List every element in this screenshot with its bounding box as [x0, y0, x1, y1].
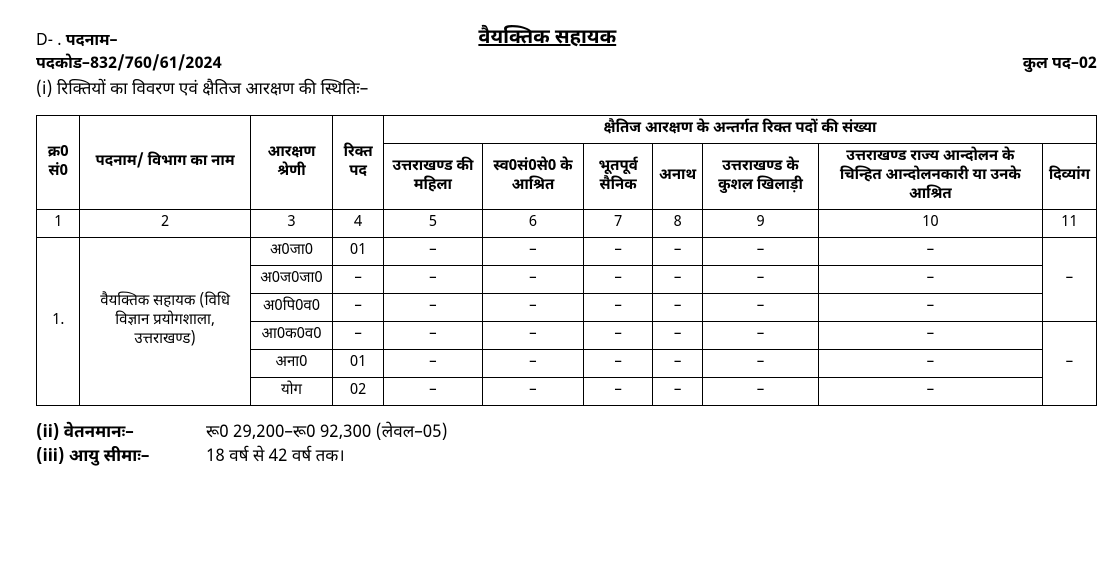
cell-cat: अ0जा0 [250, 238, 333, 266]
th-5: उत्तराखण्ड की महिला [384, 144, 483, 210]
aayu-label: (iii) आयु सीमाः– [36, 446, 206, 468]
padcode-label: पदकोड– [36, 54, 90, 75]
cell-c8: – [653, 378, 703, 406]
cell-vac: 01 [333, 350, 384, 378]
th-9: उत्तराखण्ड के कुशल खिलाड़ी [703, 144, 819, 210]
cell-vac: – [333, 266, 384, 294]
num-4: 4 [333, 210, 384, 238]
kulpad: कुल पद–02 [1023, 54, 1097, 75]
aayu-value: 18 वर्ष से 42 वर्ष तक। [206, 446, 345, 468]
header-row-1: D- . पदनाम– वैयक्तिक सहायक [36, 26, 1097, 52]
th-7: भूतपूर्व सैनिक [584, 144, 653, 210]
cell-dept: वैयक्तिक सहायक (विधि विज्ञान प्रयोगशाला,… [80, 238, 250, 406]
num-1: 1 [37, 210, 80, 238]
th-vac: रिक्त पद [333, 116, 384, 210]
num-6: 6 [482, 210, 583, 238]
cell-divyang-top: – [1042, 238, 1096, 322]
cell-c8: – [653, 238, 703, 266]
cell-cat: आ0क0व0 [250, 322, 333, 350]
table-header-row-1: क्र0 सं0 पदनाम/ विभाग का नाम आरक्षण श्रे… [37, 116, 1097, 144]
table-row: 1. वैयक्तिक सहायक (विधि विज्ञान प्रयोगशा… [37, 238, 1097, 266]
cell-c10: – [818, 378, 1042, 406]
th-10: उत्तराखण्ड राज्य आन्दोलन के चिन्हित आन्द… [818, 144, 1042, 210]
num-3: 3 [250, 210, 333, 238]
cell-c5: – [384, 294, 483, 322]
cell-c6: – [482, 266, 583, 294]
vetan-value: रू0 29,200–रू0 92,300 (लेवल–05) [206, 422, 447, 444]
cell-c9: – [703, 322, 819, 350]
vetan-row: (ii) वेतनमानः– रू0 29,200–रू0 92,300 (ले… [36, 422, 1097, 444]
cell-c6: – [482, 322, 583, 350]
num-10: 10 [818, 210, 1042, 238]
vetan-label: (ii) वेतनमानः– [36, 422, 206, 444]
kulpad-value: 02 [1079, 54, 1097, 75]
num-5: 5 [384, 210, 483, 238]
padnaam-label: पदनाम– [66, 31, 118, 52]
cell-srno: 1. [37, 238, 80, 406]
aayu-row: (iii) आयु सीमाः– 18 वर्ष से 42 वर्ष तक। [36, 446, 1097, 468]
padcode-value: 832/760/61/2024 [90, 54, 222, 75]
num-8: 8 [653, 210, 703, 238]
cell-c8: – [653, 322, 703, 350]
th-srno: क्र0 सं0 [37, 116, 80, 210]
page-title: वैयक्तिक सहायक [478, 26, 616, 52]
cell-c8: – [653, 294, 703, 322]
cell-cat: योग [250, 378, 333, 406]
cell-cat: अना0 [250, 350, 333, 378]
cell-c5: – [384, 350, 483, 378]
num-9: 9 [703, 210, 819, 238]
th-span: क्षैतिज आरक्षण के अन्तर्गत रिक्त पदों की… [384, 116, 1097, 144]
cell-c6: – [482, 294, 583, 322]
cell-c9: – [703, 378, 819, 406]
cell-divyang-bot: – [1042, 322, 1096, 406]
cell-c8: – [653, 266, 703, 294]
cell-cat: अ0पि0व0 [250, 294, 333, 322]
th-11: दिव्यांग [1042, 144, 1096, 210]
cell-c6: – [482, 238, 583, 266]
cell-cat: अ0ज0जा0 [250, 266, 333, 294]
cell-c7: – [584, 322, 653, 350]
cell-c10: – [818, 238, 1042, 266]
table-numbering-row: 1 2 3 4 5 6 7 8 9 10 11 [37, 210, 1097, 238]
cell-c9: – [703, 294, 819, 322]
cell-c10: – [818, 294, 1042, 322]
padnaam-block: D- . पदनाम– [36, 31, 118, 52]
cell-c7: – [584, 266, 653, 294]
cell-vac: 01 [333, 238, 384, 266]
section-i: (i) रिक्तियों का विवरण एवं क्षैतिज आरक्ष… [36, 79, 1097, 101]
cell-c5: – [384, 322, 483, 350]
num-2: 2 [80, 210, 250, 238]
cell-c9: – [703, 266, 819, 294]
cell-c9: – [703, 350, 819, 378]
cell-c10: – [818, 266, 1042, 294]
th-8: अनाथ [653, 144, 703, 210]
cell-c8: – [653, 350, 703, 378]
header-row-2: पदकोड–832/760/61/2024 कुल पद–02 [36, 54, 1097, 75]
vacancy-table: क्र0 सं0 पदनाम/ विभाग का नाम आरक्षण श्रे… [36, 115, 1097, 406]
footer: (ii) वेतनमानः– रू0 29,200–रू0 92,300 (ले… [36, 422, 1097, 468]
d-prefix: D- . [36, 31, 62, 52]
cell-c7: – [584, 350, 653, 378]
cell-c9: – [703, 238, 819, 266]
padcode: पदकोड–832/760/61/2024 [36, 54, 222, 75]
cell-c5: – [384, 378, 483, 406]
cell-vac: – [333, 322, 384, 350]
num-7: 7 [584, 210, 653, 238]
th-cat: आरक्षण श्रेणी [250, 116, 333, 210]
cell-c7: – [584, 294, 653, 322]
cell-c6: – [482, 378, 583, 406]
cell-c6: – [482, 350, 583, 378]
cell-vac: 02 [333, 378, 384, 406]
th-dept: पदनाम/ विभाग का नाम [80, 116, 250, 210]
kulpad-label: कुल पद– [1023, 54, 1079, 75]
cell-c5: – [384, 238, 483, 266]
num-11: 11 [1042, 210, 1096, 238]
th-6: स्व0सं0से0 के आश्रित [482, 144, 583, 210]
cell-c7: – [584, 238, 653, 266]
cell-vac: – [333, 294, 384, 322]
cell-c5: – [384, 266, 483, 294]
cell-c10: – [818, 350, 1042, 378]
cell-c10: – [818, 322, 1042, 350]
cell-c7: – [584, 378, 653, 406]
